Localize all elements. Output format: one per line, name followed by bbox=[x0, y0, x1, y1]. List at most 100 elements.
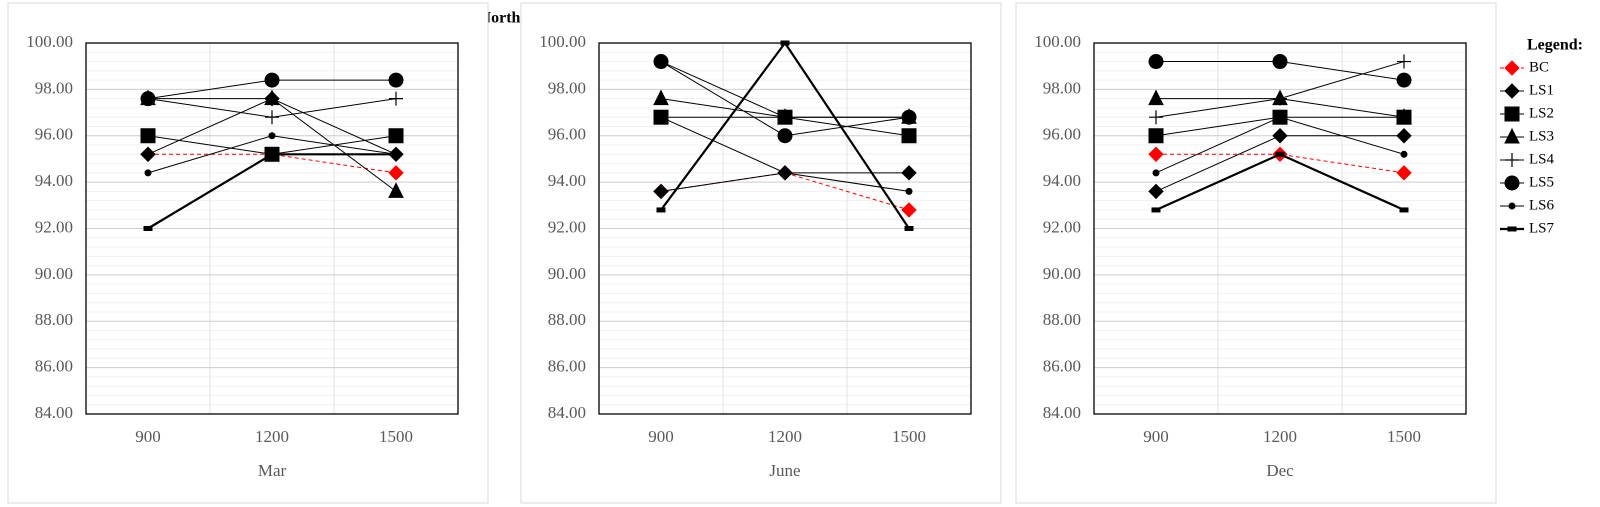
data-point bbox=[901, 109, 917, 125]
x-tick-label: 900 bbox=[1143, 427, 1169, 446]
panel-border bbox=[7, 2, 489, 504]
data-point bbox=[144, 169, 152, 177]
figure-title: North bbox=[480, 10, 521, 27]
data-point bbox=[264, 89, 280, 106]
x-tick-label: 1500 bbox=[1387, 427, 1421, 446]
data-point bbox=[140, 128, 156, 144]
y-tick-label: 90.00 bbox=[548, 264, 586, 283]
panel-border bbox=[520, 2, 1002, 504]
data-point bbox=[1148, 183, 1164, 200]
y-tick-label: 86.00 bbox=[548, 357, 586, 376]
data-point bbox=[389, 91, 403, 106]
x-tick-label: 1200 bbox=[255, 427, 289, 446]
data-point bbox=[1151, 207, 1161, 213]
data-point bbox=[1399, 207, 1409, 213]
y-tick-label: 84.00 bbox=[35, 403, 73, 422]
data-point bbox=[1148, 54, 1164, 70]
data-point bbox=[268, 132, 276, 140]
data-point bbox=[1396, 72, 1412, 88]
data-point bbox=[1396, 108, 1412, 124]
y-tick-label: 88.00 bbox=[35, 310, 73, 329]
x-tick-label: 1500 bbox=[892, 427, 926, 446]
legend-label: LS6 bbox=[1529, 197, 1555, 213]
legend-label: LS1 bbox=[1529, 82, 1554, 98]
y-tick-label: 100.00 bbox=[539, 32, 586, 51]
y-tick-label: 90.00 bbox=[35, 264, 73, 283]
data-point bbox=[1400, 150, 1408, 158]
x-tick-label: 900 bbox=[135, 427, 161, 446]
y-tick-label: 84.00 bbox=[1043, 403, 1081, 422]
data-point bbox=[653, 54, 669, 70]
data-point bbox=[1396, 165, 1412, 181]
data-point bbox=[140, 91, 156, 107]
series-line bbox=[660, 172, 910, 211]
data-point bbox=[904, 226, 914, 231]
data-point bbox=[901, 202, 917, 218]
data-point bbox=[653, 183, 669, 200]
data-point bbox=[264, 72, 280, 88]
data-point bbox=[140, 146, 156, 163]
panel-border bbox=[1015, 2, 1497, 504]
data-point bbox=[1148, 89, 1164, 106]
y-tick-label: 96.00 bbox=[1043, 125, 1081, 144]
data-point bbox=[656, 207, 666, 213]
data-point bbox=[1397, 54, 1411, 69]
data-point bbox=[778, 110, 792, 125]
data-point bbox=[391, 151, 401, 157]
data-point bbox=[143, 226, 153, 231]
y-tick-label: 94.00 bbox=[548, 171, 586, 190]
legend-label: LS7 bbox=[1529, 220, 1555, 236]
x-tick-label: 1200 bbox=[768, 427, 802, 446]
y-tick-label: 96.00 bbox=[35, 125, 73, 144]
legend-marker bbox=[1505, 153, 1519, 167]
y-tick-label: 86.00 bbox=[1043, 357, 1081, 376]
data-point bbox=[905, 187, 913, 195]
y-tick-label: 88.00 bbox=[548, 310, 586, 329]
legend-marker bbox=[1504, 106, 1520, 122]
y-tick-label: 92.00 bbox=[1043, 217, 1081, 236]
legend-marker bbox=[1504, 60, 1520, 76]
x-axis-title: Mar bbox=[258, 461, 287, 480]
data-point bbox=[1272, 128, 1288, 144]
y-tick-label: 94.00 bbox=[1043, 171, 1081, 190]
data-point bbox=[657, 113, 665, 121]
data-point bbox=[901, 165, 917, 181]
data-point bbox=[1152, 169, 1160, 177]
legend-marker bbox=[1504, 175, 1520, 191]
data-point bbox=[1273, 91, 1287, 106]
data-point bbox=[1272, 54, 1288, 70]
y-tick-label: 98.00 bbox=[548, 78, 586, 97]
legend-label: LS4 bbox=[1529, 151, 1555, 167]
data-point bbox=[388, 128, 404, 144]
data-point bbox=[781, 169, 789, 177]
data-point bbox=[1148, 128, 1164, 144]
data-point bbox=[777, 128, 793, 144]
data-point bbox=[1148, 146, 1164, 163]
legend-label: LS3 bbox=[1529, 128, 1554, 144]
legend-label: LS2 bbox=[1529, 105, 1554, 121]
x-axis-title: Dec bbox=[1266, 461, 1294, 480]
legend-title: Legend: bbox=[1527, 37, 1583, 54]
y-tick-label: 98.00 bbox=[35, 78, 73, 97]
data-point bbox=[267, 151, 277, 157]
y-tick-label: 92.00 bbox=[548, 217, 586, 236]
data-point bbox=[1396, 128, 1412, 144]
x-axis-title: June bbox=[769, 461, 800, 480]
x-tick-label: 1200 bbox=[1263, 427, 1297, 446]
data-point bbox=[653, 89, 669, 106]
data-point bbox=[388, 72, 404, 88]
legend-marker bbox=[1507, 226, 1517, 232]
plot-frame bbox=[85, 42, 459, 415]
legend-marker bbox=[1504, 83, 1520, 99]
legend-marker bbox=[1508, 202, 1516, 210]
data-point bbox=[1149, 110, 1163, 125]
y-tick-label: 84.00 bbox=[548, 403, 586, 422]
plot-frame bbox=[1093, 42, 1467, 415]
data-point bbox=[265, 110, 279, 125]
x-tick-label: 900 bbox=[648, 427, 674, 446]
y-tick-label: 100.00 bbox=[1034, 32, 1081, 51]
legend-label: BC bbox=[1529, 59, 1549, 75]
y-tick-label: 94.00 bbox=[35, 171, 73, 190]
y-tick-label: 86.00 bbox=[35, 357, 73, 376]
